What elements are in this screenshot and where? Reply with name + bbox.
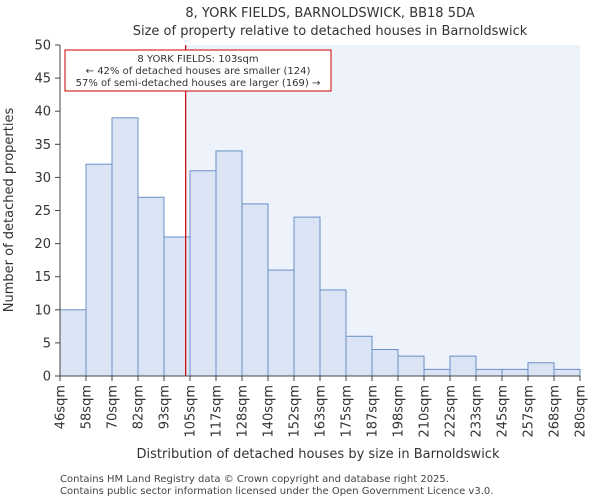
bar [59, 309, 87, 377]
chart-subtitle: Size of property relative to detached ho… [133, 24, 528, 39]
x-tick-label: 222sqm [444, 385, 459, 438]
x-axis-label: Distribution of detached houses by size … [137, 447, 500, 462]
bar [319, 289, 347, 377]
x-tick-label: 46sqm [54, 385, 69, 429]
bar [241, 203, 269, 377]
bar [449, 355, 477, 377]
x-tick-label: 58sqm [80, 385, 95, 429]
x-tick-label: 82sqm [132, 385, 147, 429]
x-tick-label: 210sqm [418, 385, 433, 438]
bar [215, 150, 243, 377]
x-tick-label: 198sqm [392, 385, 407, 438]
x-tick-label: 257sqm [522, 385, 537, 438]
y-tick-label: 45 [34, 72, 51, 87]
bar [371, 349, 399, 377]
bar [189, 170, 217, 377]
bar [267, 269, 295, 377]
bar [137, 196, 165, 377]
x-tick-label: 268sqm [548, 385, 563, 438]
bar [397, 355, 425, 377]
y-tick-label: 40 [34, 105, 51, 120]
y-tick-label: 5 [43, 336, 51, 351]
x-tick-label: 70sqm [106, 385, 121, 429]
annotation-line-1: 8 YORK FIELDS: 103sqm [137, 54, 258, 65]
y-tick-label: 25 [34, 204, 51, 219]
annotation-frame [64, 49, 332, 92]
x-tick-label: 93sqm [158, 385, 173, 429]
x-tick-label: 233sqm [470, 385, 485, 438]
chart-title: 8, YORK FIELDS, BARNOLDSWICK, BB18 5DA [185, 6, 474, 21]
footer-line-2: Contains public sector information licen… [60, 486, 493, 497]
y-axis-label: Number of detached properties [2, 108, 17, 313]
bar [475, 368, 503, 377]
annotation-line-2: ← 42% of detached houses are smaller (12… [86, 66, 311, 77]
x-tick-label: 105sqm [184, 385, 199, 438]
bar [501, 368, 529, 377]
y-tick-label: 15 [34, 270, 51, 285]
x-tick-label: 187sqm [366, 385, 381, 438]
annotation-line-3: 57% of semi-detached houses are larger (… [76, 78, 321, 89]
bar [111, 117, 139, 377]
y-tick-label: 30 [34, 171, 51, 186]
x-tick-label: 128sqm [236, 385, 251, 438]
y-axis-ticks: 0 5 10 15 20 25 30 35 40 45 50 [34, 39, 60, 385]
x-tick-label: 140sqm [262, 385, 277, 438]
x-axis-ticks: 46sqm 58sqm 70sqm 82sqm 93sqm 105sqm 117sqm 128… [54, 376, 589, 438]
annotation-box: 8 YORK FIELDS: 103sqm ← 42% of detached … [64, 49, 332, 92]
footer-line-1: Contains HM Land Registry data © Crown c… [60, 474, 449, 485]
y-tick-label: 10 [34, 303, 51, 318]
y-tick-label: 0 [43, 370, 51, 385]
plot-area: 8 YORK FIELDS: 103sqm ← 42% of detached … [34, 39, 588, 438]
bar [293, 216, 321, 377]
bar [553, 368, 581, 377]
y-tick-label: 50 [34, 39, 51, 54]
x-tick-label: 280sqm [574, 385, 589, 438]
x-tick-label: 245sqm [496, 385, 511, 438]
x-tick-label: 163sqm [314, 385, 329, 438]
y-tick-label: 35 [34, 138, 51, 153]
x-tick-label: 117sqm [210, 385, 225, 438]
bar [85, 163, 113, 377]
bar [345, 335, 373, 377]
bar [423, 368, 451, 377]
x-tick-label: 152sqm [288, 385, 303, 438]
bar [527, 362, 555, 377]
y-tick-label: 20 [34, 237, 51, 252]
x-tick-label: 175sqm [340, 385, 355, 438]
